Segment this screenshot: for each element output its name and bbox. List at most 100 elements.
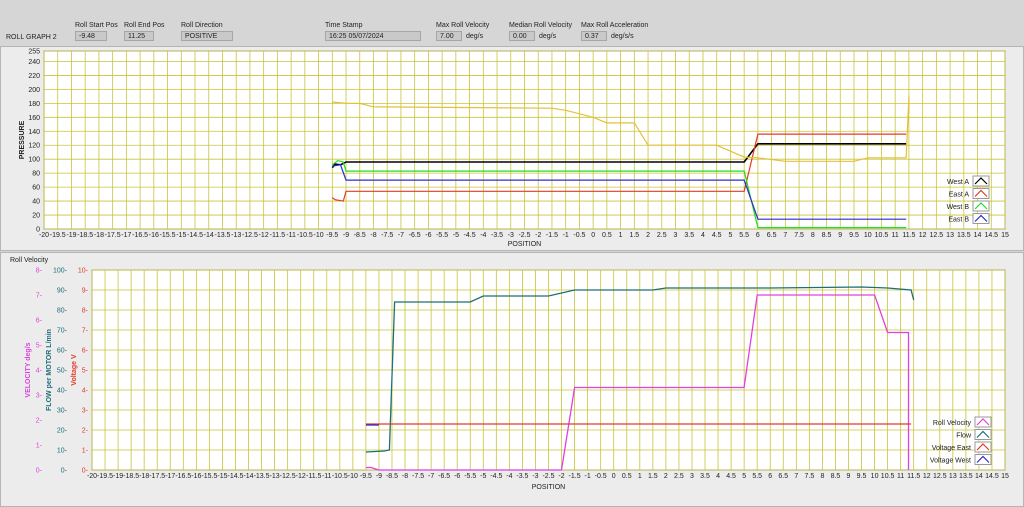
x-tick-label: -19 (66, 232, 76, 239)
x-tick-label: -19.5 (97, 473, 113, 480)
x-tick-label: 8.5 (831, 473, 841, 480)
x-tick-label: -11 (322, 473, 332, 480)
y-tick-label: 70- (57, 328, 68, 335)
y-tick-label: 2- (36, 418, 43, 425)
y-tick-label: 80 (32, 171, 40, 178)
legend-swatch-line (974, 214, 988, 222)
x-tick-label: 11.5 (907, 473, 920, 480)
y-tick-label: 8- (36, 268, 43, 275)
x-tick-label: 6 (768, 473, 772, 480)
x-tick-label: 13.5 (959, 473, 973, 480)
x-tick-label: 2 (664, 473, 668, 480)
x-tick-label: -0.5 (595, 473, 607, 480)
legend-label: Roll Velocity (933, 420, 972, 427)
x-tick-label: -4.5 (464, 232, 476, 239)
header-bar: ROLL GRAPH 2 Roll Start Pos -9.48 Roll E… (0, 0, 1024, 47)
max-roll-acceleration-unit: deg/s/s (611, 33, 634, 40)
y-axis-label: Voltage V (71, 354, 78, 386)
x-tick-label: -9 (343, 232, 349, 239)
x-tick-label: -14.5 (187, 232, 203, 239)
max-roll-acceleration-label: Max Roll Acceleration (581, 22, 649, 29)
x-tick-label: 7.5 (794, 232, 804, 239)
x-tick-label: 10 (864, 232, 872, 239)
y-tick-label: 90- (57, 288, 68, 295)
x-tick-label: 0.5 (622, 473, 632, 480)
x-tick-label: -6 (425, 232, 431, 239)
x-tick-label: 4 (716, 473, 720, 480)
y-tick-label: 140 (28, 129, 40, 136)
x-tick-label: 4.5 (726, 473, 736, 480)
x-tick-label: -2.5 (542, 473, 554, 480)
x-axis-label: POSITION (532, 484, 565, 491)
x-tick-label: 11 (897, 473, 904, 480)
legend-swatch-line (974, 189, 988, 197)
y-tick-label: 3- (82, 408, 89, 415)
x-tick-label: 14.5 (985, 473, 999, 480)
x-tick-label: -4 (506, 473, 512, 480)
legend-swatch-line (974, 202, 988, 210)
x-tick-label: 3.5 (684, 232, 694, 239)
roll-start-pos-label: Roll Start Pos (75, 22, 118, 29)
y-tick-label: 6- (36, 318, 43, 325)
x-tick-label: -20 (87, 473, 97, 480)
x-tick-label: 9.5 (849, 232, 859, 239)
x-tick-label: -16.5 (175, 473, 191, 480)
legend-swatch (972, 200, 990, 212)
legend-swatch-line (974, 177, 988, 185)
x-tick-label: -10 (314, 232, 324, 239)
y-tick-label: 0- (82, 468, 89, 475)
x-tick-label: -7.5 (381, 232, 393, 239)
legend-swatch (974, 454, 992, 465)
x-tick-label: 11.5 (902, 232, 915, 239)
y-tick-label: 50- (57, 368, 68, 375)
y-tick-label: 5- (36, 343, 43, 350)
legend-swatch-line (976, 418, 990, 426)
x-tick-label: 2 (646, 232, 650, 239)
x-tick-label: 15 (1001, 473, 1009, 480)
x-tick-label: 9 (838, 232, 842, 239)
y-tick-label: 4- (82, 388, 89, 395)
x-tick-label: 13 (949, 473, 957, 480)
y-tick-label: 9- (82, 288, 89, 295)
x-tick-label: 4.5 (712, 232, 722, 239)
legend-swatch (974, 441, 992, 453)
x-tick-label: -8 (402, 473, 408, 480)
x-tick-label: 1.5 (648, 473, 658, 480)
x-tick-label: -12.5 (242, 232, 258, 239)
x-tick-label: -12 (259, 232, 269, 239)
y-tick-label: 10- (57, 448, 68, 455)
y-tick-label: 100- (53, 268, 68, 275)
x-tick-label: -0.5 (573, 232, 585, 239)
x-tick-label: -10.5 (297, 232, 313, 239)
graph-title: ROLL GRAPH 2 (6, 34, 57, 41)
x-tick-label: 0 (612, 473, 616, 480)
x-tick-label: -20 (39, 232, 49, 239)
x-tick-label: -19 (113, 473, 123, 480)
y-tick-label: 120 (28, 143, 40, 150)
median-roll-velocity-label: Median Roll Velocity (509, 22, 573, 29)
x-tick-label: 5.5 (739, 232, 749, 239)
x-tick-label: -18.5 (123, 473, 139, 480)
x-tick-label: -13 (270, 473, 280, 480)
series-line-westB (331, 159, 907, 229)
max-roll-acceleration-value: 0.37 (581, 31, 607, 41)
x-tick-label: -1 (563, 232, 569, 239)
roll-direction-value: POSITIVE (181, 31, 233, 41)
x-tick-label: 12.5 (930, 232, 944, 239)
x-tick-label: -19.5 (50, 232, 66, 239)
x-tick-label: -5.5 (464, 473, 476, 480)
x-tick-label: 14.5 (984, 232, 998, 239)
roll-end-pos-value: 11.25 (124, 31, 154, 41)
x-tick-label: -15.5 (160, 232, 176, 239)
x-tick-label: 15 (1001, 232, 1009, 239)
x-tick-label: -7.5 (412, 473, 424, 480)
x-tick-label: -6 (454, 473, 460, 480)
x-tick-label: -5 (453, 232, 459, 239)
x-tick-label: 6.5 (767, 232, 777, 239)
legend-swatch (974, 429, 992, 440)
y-tick-label: 160 (28, 115, 40, 122)
x-tick-label: 12 (923, 473, 931, 480)
y-tick-label: 5- (82, 368, 89, 375)
x-tick-label: 13.5 (957, 232, 971, 239)
max-roll-velocity-unit: deg/s (466, 33, 484, 40)
